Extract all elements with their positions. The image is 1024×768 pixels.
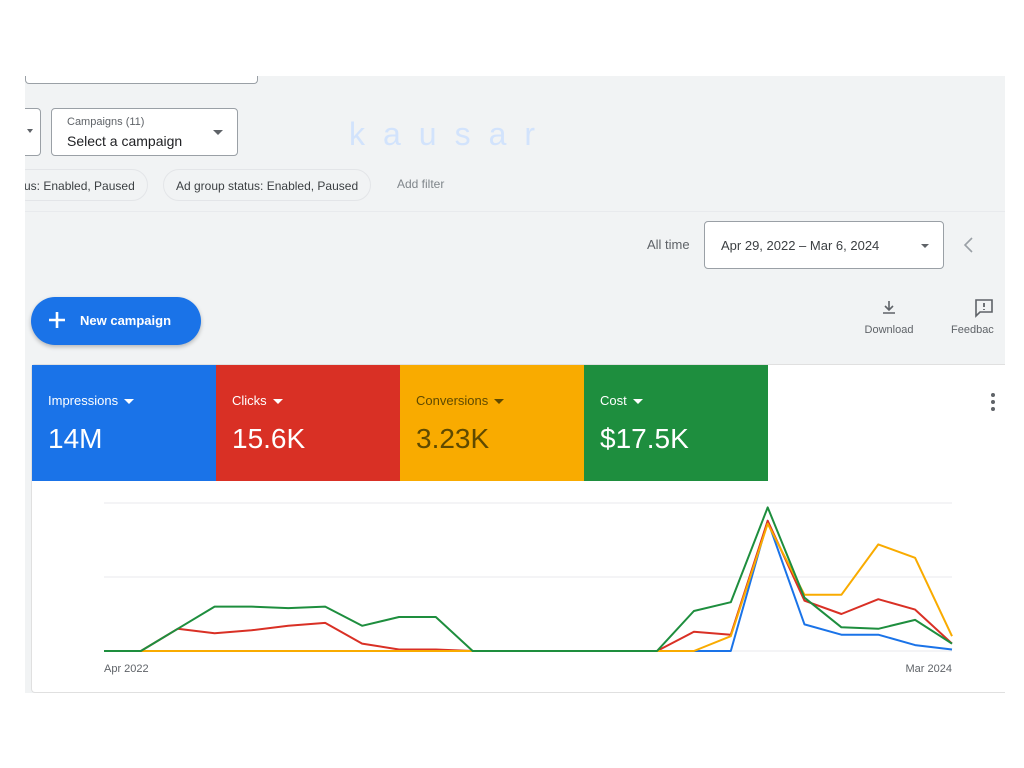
metric-tile-cost[interactable]: Cost $17.5K: [584, 365, 768, 481]
watermark: kausar: [349, 116, 554, 152]
chevron-left-icon[interactable]: [959, 234, 979, 256]
date-preset-label: All time: [647, 237, 690, 252]
chart-series: [104, 506, 953, 652]
chart-grid: [104, 502, 952, 652]
download-label: Download: [864, 324, 914, 336]
metric-value: $17.5K: [600, 423, 689, 454]
x-axis-label-end: Mar 2024: [906, 663, 952, 675]
campaign-select-value: Select a campaign: [67, 133, 183, 149]
caret-down-icon: [213, 130, 223, 135]
caret-down-icon: [632, 399, 643, 405]
new-campaign-label: New campaign: [80, 313, 172, 328]
metric-label: Cost: [600, 393, 643, 408]
metric-label: Clicks: [232, 393, 283, 408]
more-options-icon[interactable]: [991, 393, 995, 413]
caret-down-icon: [124, 399, 135, 405]
metric-value: 14M: [48, 423, 103, 454]
download-button[interactable]: Download: [856, 298, 922, 336]
caret-down-icon: [27, 129, 33, 133]
download-icon: [883, 301, 895, 314]
new-campaign-button[interactable]: New campaign: [31, 297, 201, 345]
metric-value: 3.23K: [416, 423, 490, 454]
line-chart: Apr 2022 Mar 2024: [104, 502, 953, 675]
caret-down-icon: [921, 244, 929, 248]
metric-value: 15.6K: [232, 423, 306, 454]
feedback-button[interactable]: Feedbac: [951, 298, 1005, 336]
divider: [25, 211, 1005, 212]
series-line-1: [104, 519, 953, 652]
metric-label: Impressions: [48, 393, 135, 408]
date-range-select[interactable]: Apr 29, 2022 – Mar 6, 2024: [704, 221, 944, 269]
feedback-icon: [975, 299, 993, 318]
metric-tile-impressions[interactable]: Impressions 14M: [32, 365, 216, 481]
plus-icon: [49, 312, 65, 328]
left-select-edge[interactable]: [25, 108, 41, 156]
performance-chart-card: Impressions 14M Clicks 15.6K Conversions…: [31, 364, 1005, 693]
metric-tile-clicks[interactable]: Clicks 15.6K: [216, 365, 400, 481]
date-range-value: Apr 29, 2022 – Mar 6, 2024: [721, 238, 880, 253]
caret-down-icon: [272, 399, 283, 405]
add-filter-button[interactable]: Add filter: [397, 177, 445, 191]
campaign-select-label: Campaigns (11): [67, 116, 145, 128]
campaign-select[interactable]: Campaigns (11) Select a campaign: [51, 108, 238, 156]
metric-tile-conversions[interactable]: Conversions 3.23K: [400, 365, 584, 481]
campaigns-screen: Campaigns (11) Select a campaign kausar …: [25, 76, 1005, 693]
caret-down-icon: [494, 399, 505, 405]
filter-chip-status[interactable]: us: Enabled, Paused: [25, 169, 148, 201]
x-axis-label-start: Apr 2022: [104, 663, 149, 675]
metric-label: Conversions: [416, 393, 505, 408]
filter-chip-adgroup-status[interactable]: Ad group status: Enabled, Paused: [163, 169, 372, 201]
series-line-3: [104, 506, 953, 652]
top-input-edge[interactable]: [25, 76, 258, 84]
feedback-label: Feedbac: [951, 324, 994, 336]
